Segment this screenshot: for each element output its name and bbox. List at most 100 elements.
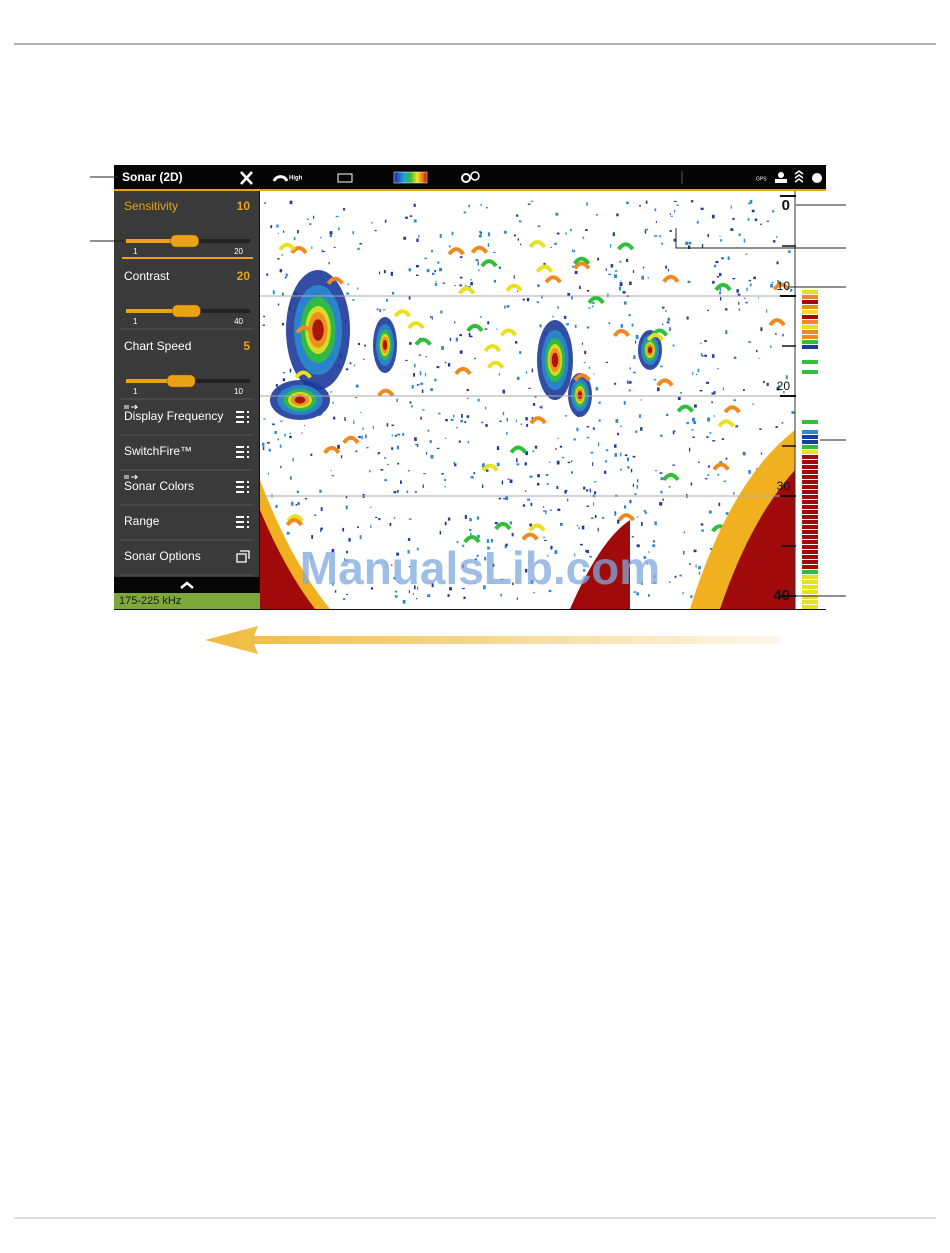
- slider-min: 1: [133, 387, 138, 396]
- noise-speck: [628, 389, 631, 392]
- noise-speck: [267, 442, 270, 444]
- palette-icon[interactable]: [393, 171, 428, 184]
- zoom-icon[interactable]: [461, 173, 471, 183]
- noise-speck: [344, 417, 346, 421]
- noise-speck: [476, 554, 479, 557]
- noise-speck: [263, 418, 266, 420]
- noise-speck: [436, 366, 440, 369]
- fish-arch: [326, 276, 344, 285]
- search-icon[interactable]: [470, 171, 480, 181]
- noise-speck: [662, 323, 664, 325]
- noise-speck: [292, 457, 294, 462]
- depth-label: 10: [777, 279, 791, 293]
- flasher-band: [802, 475, 818, 479]
- submenu-mark: [124, 404, 139, 410]
- noise-speck: [781, 422, 784, 424]
- noise-speck: [595, 214, 598, 216]
- noise-speck: [690, 595, 693, 599]
- noise-speck: [666, 413, 669, 417]
- noise-speck: [347, 283, 349, 286]
- noise-speck: [331, 475, 335, 477]
- slider-thumb[interactable]: [170, 234, 199, 248]
- slider-thumb[interactable]: [172, 304, 201, 318]
- noise-speck: [725, 512, 729, 515]
- noise-speck: [500, 578, 504, 580]
- noise-speck: [434, 282, 438, 286]
- noise-speck: [625, 258, 629, 262]
- noise-speck: [674, 209, 676, 213]
- slider-thumb[interactable]: [166, 374, 196, 388]
- depth-label: 30: [777, 479, 791, 493]
- noise-speck: [375, 516, 378, 519]
- noise-speck: [330, 470, 332, 472]
- noise-speck: [704, 354, 708, 357]
- noise-speck: [344, 557, 346, 561]
- noise-speck: [719, 235, 721, 237]
- fish-arch: [676, 404, 694, 413]
- fish-arch: [528, 523, 546, 532]
- noise-speck: [469, 335, 473, 338]
- noise-speck: [654, 208, 657, 212]
- noise-speck: [594, 491, 597, 495]
- slider-value: 20: [237, 269, 251, 283]
- noise-speck: [554, 242, 557, 245]
- noise-speck: [444, 521, 447, 526]
- flasher-band: [802, 585, 818, 589]
- noise-speck: [548, 589, 552, 593]
- noise-speck: [359, 242, 363, 245]
- fish-arch: [466, 323, 484, 333]
- noise-speck: [653, 540, 655, 543]
- noise-speck: [550, 246, 553, 249]
- noise-speck: [408, 518, 412, 520]
- noise-speck: [486, 539, 489, 543]
- noise-speck: [470, 282, 473, 286]
- noise-speck: [383, 270, 386, 274]
- noise-speck: [757, 297, 760, 299]
- noise-speck: [514, 341, 518, 344]
- quality-label: High: [289, 176, 303, 182]
- noise-speck: [719, 461, 723, 464]
- noise-speck: [645, 200, 648, 204]
- noise-speck: [492, 563, 495, 567]
- noise-speck: [462, 587, 465, 590]
- noise-speck: [487, 546, 490, 550]
- noise-speck: [478, 234, 482, 238]
- noise-speck: [525, 417, 528, 421]
- noise-speck: [330, 391, 333, 393]
- noise-speck: [605, 268, 607, 271]
- noise-speck: [500, 593, 503, 597]
- noise-speck: [550, 545, 553, 550]
- noise-speck: [639, 414, 641, 418]
- noise-speck: [411, 385, 414, 389]
- noise-speck: [718, 502, 721, 507]
- noise-speck: [586, 426, 589, 428]
- noise-speck: [776, 235, 778, 239]
- fish-arch: [714, 282, 732, 292]
- noise-speck: [565, 232, 567, 235]
- noise-speck: [743, 452, 746, 456]
- noise-speck: [444, 361, 447, 364]
- noise-speck: [632, 483, 634, 488]
- slider-value: 10: [237, 199, 251, 213]
- noise-speck: [713, 391, 716, 395]
- close-button[interactable]: [240, 171, 253, 185]
- flasher-band: [802, 360, 818, 364]
- noise-speck: [277, 258, 280, 260]
- noise-speck: [643, 510, 647, 512]
- callouts: [90, 176, 846, 597]
- fish-arch: [544, 275, 562, 284]
- noise-speck: [455, 337, 459, 342]
- noise-speck: [439, 530, 441, 535]
- noise-speck: [626, 457, 630, 462]
- fish-arch: [494, 521, 512, 531]
- noise-speck: [539, 324, 542, 328]
- noise-speck: [590, 517, 594, 520]
- flasher-band: [802, 450, 818, 454]
- noise-speck: [419, 371, 422, 376]
- flasher-band: [802, 560, 818, 564]
- noise-speck: [632, 270, 635, 273]
- noise-speck: [589, 488, 592, 493]
- noise-speck: [692, 436, 695, 439]
- noise-speck: [615, 419, 619, 423]
- noise-speck: [586, 326, 590, 329]
